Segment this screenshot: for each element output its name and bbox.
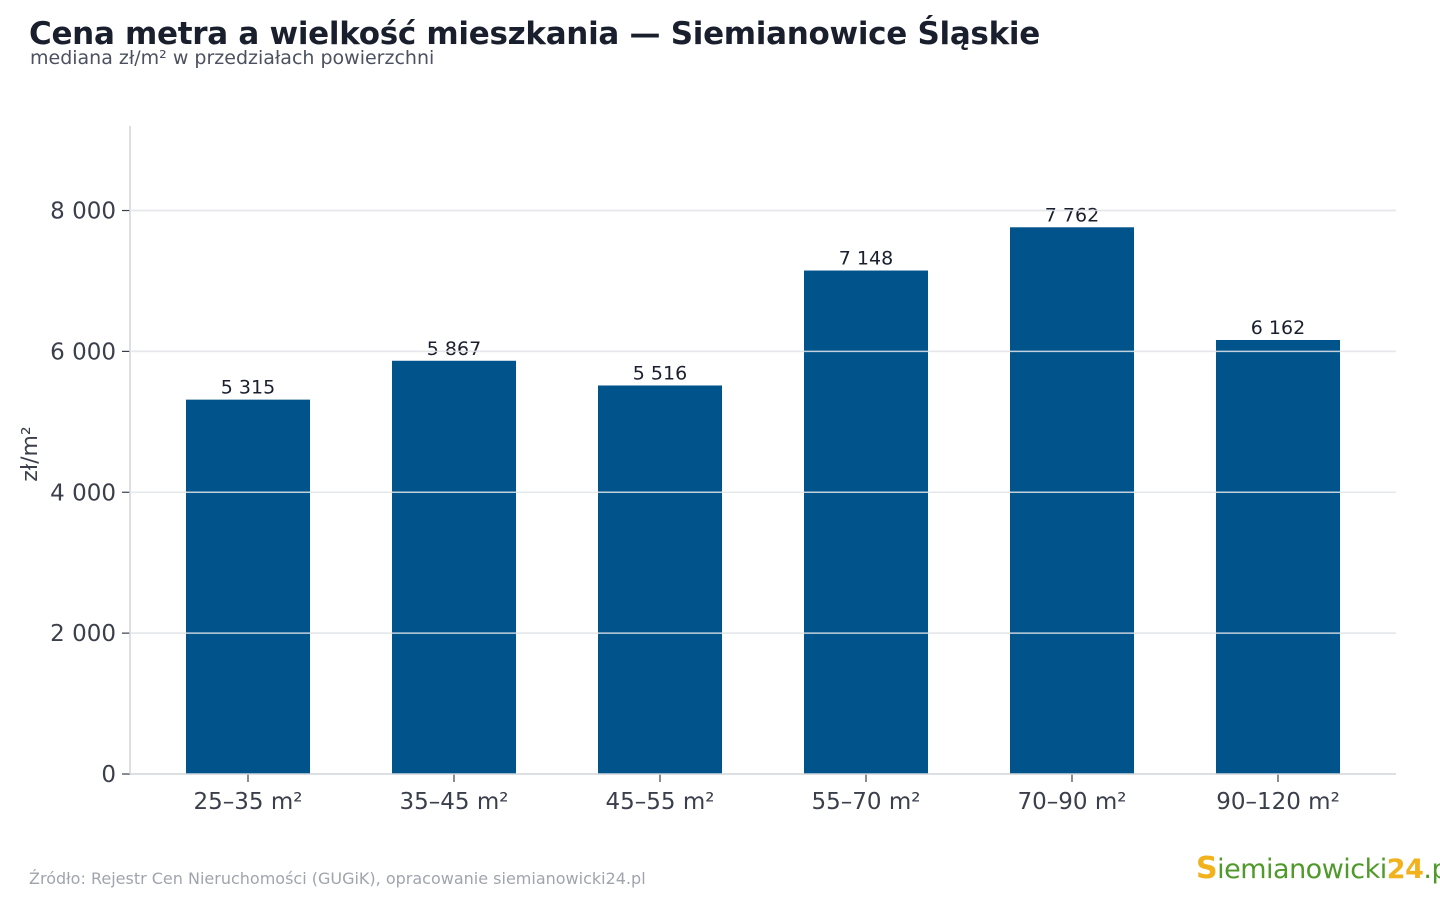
source-note: Źródło: Rejestr Cen Nieruchomości (GUGiK… (29, 869, 646, 888)
bar (598, 385, 722, 774)
y-tick-label: 4 000 (50, 480, 116, 506)
bar-value-label: 7 148 (839, 248, 893, 270)
x-tick-label: 70–90 m² (1018, 789, 1127, 815)
x-tick-label: 35–45 m² (400, 789, 509, 815)
bar (804, 270, 928, 774)
x-tick-label: 90–120 m² (1216, 789, 1340, 815)
bar (1010, 227, 1134, 774)
logo-main-text: iemianowicki (1217, 854, 1387, 885)
x-tick-label: 55–70 m² (812, 789, 921, 815)
bar (1216, 339, 1340, 774)
bar (186, 399, 310, 774)
y-tick-label: 6 000 (50, 339, 116, 365)
x-tick-label: 45–55 m² (606, 789, 715, 815)
chart-title: Cena metra a wielkość mieszkania — Siemi… (29, 16, 1040, 52)
y-tick-label: 0 (101, 762, 116, 788)
site-logo: Siemianowicki24.pl (1196, 851, 1440, 886)
bar-value-label: 7 762 (1045, 204, 1099, 226)
bar-value-label: 6 162 (1251, 317, 1305, 339)
y-tick-label: 2 000 (50, 621, 116, 647)
logo-number: 24 (1386, 854, 1424, 885)
bar-value-label: 5 867 (427, 338, 481, 360)
logo-tld: .pl (1423, 854, 1440, 885)
bar-value-label: 5 516 (633, 362, 687, 384)
bar-value-label: 5 315 (221, 377, 275, 399)
x-tick-label: 25–35 m² (194, 789, 303, 815)
y-tick-label: 8 000 (50, 199, 116, 225)
y-axis-label: zł/m² (18, 426, 43, 481)
chart-subtitle: mediana zł/m² w przedziałach powierzchni (30, 47, 435, 69)
bar (392, 360, 516, 774)
logo-s: S (1196, 851, 1218, 886)
